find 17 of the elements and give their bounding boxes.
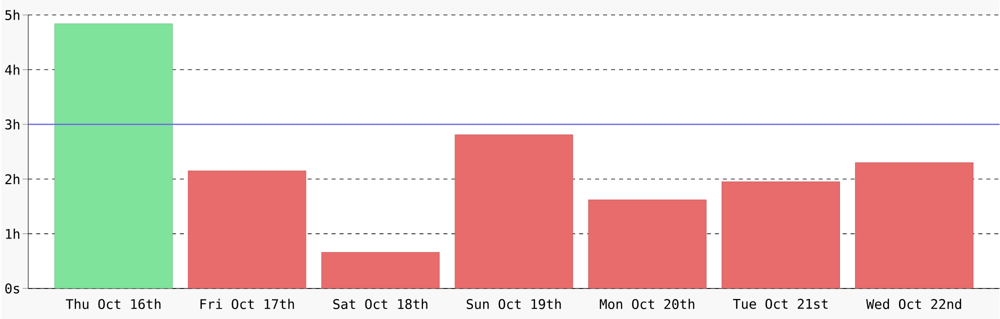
bar — [588, 199, 707, 288]
y-tick-label: 0s — [5, 283, 20, 294]
x-tick-label: Tue Oct 21st — [733, 298, 828, 309]
x-tick-label: Mon Oct 20th — [600, 298, 694, 309]
bar — [54, 23, 173, 288]
x-tick-label: Wed Oct 22nd — [866, 298, 962, 309]
y-tick-label: 2h — [5, 174, 20, 184]
y-tick-label: 1h — [6, 228, 20, 239]
x-tick-label: Thu Oct 16th — [66, 298, 160, 309]
x-tick-label: Sat Oct 18th — [333, 298, 428, 309]
y-tick-label: 3h — [5, 119, 20, 130]
x-tick-label: Fri Oct 17th — [200, 298, 294, 309]
x-tick-label: Sun Oct 19th — [466, 298, 561, 309]
bar — [188, 170, 306, 288]
y-tick-label: 5h — [5, 10, 20, 20]
y-tick-label: 4h — [5, 64, 20, 75]
bar — [855, 162, 974, 288]
